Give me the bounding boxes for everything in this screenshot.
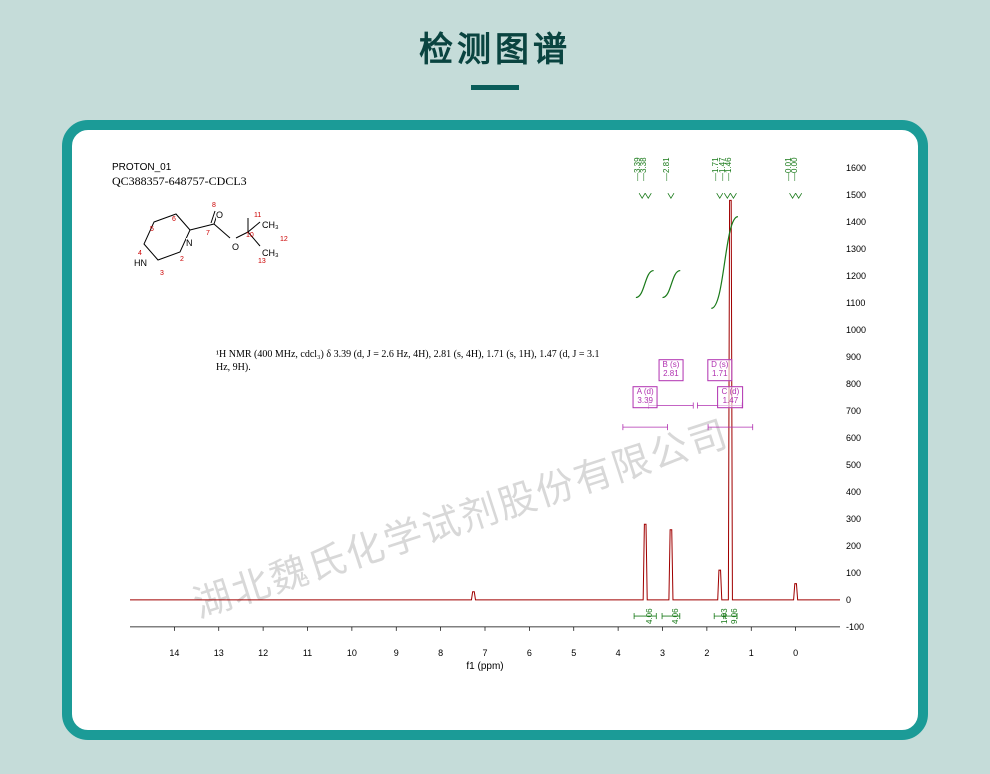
x-tick-label: 3 [653,648,673,658]
x-tick-label: 2 [697,648,717,658]
chemical-shift-label: —3.38 [639,157,648,181]
peak-annotation-box: C (d)1.47 [718,387,744,409]
y-tick-label: 1000 [846,325,886,335]
y-tick-label: 200 [846,541,886,551]
x-tick-label: 10 [342,648,362,658]
title-area: 检测图谱 [0,0,990,90]
title-underline [471,85,519,90]
chart-frame: PROTON_01 QC388357-648757-CDCL3 [62,120,928,740]
chart-inner: PROTON_01 QC388357-648757-CDCL3 [100,158,890,702]
x-tick-label: 8 [431,648,451,658]
integral-value-label: 1.03 [720,609,729,625]
y-tick-label: 600 [846,433,886,443]
x-tick-label: 4 [608,648,628,658]
peak-annotation-box: B (s)2.81 [658,360,683,382]
x-tick-label: 12 [253,648,273,658]
peak-annotation-box: A (d)3.39 [633,387,658,409]
integral-value-label: 4.06 [671,609,680,625]
chemical-shift-label: —2.81 [662,157,671,181]
x-tick-label: 13 [209,648,229,658]
chemical-shift-label: —0.00 [790,157,799,181]
x-tick-label: 7 [475,648,495,658]
integral-value-label: 9.06 [730,609,739,625]
x-tick-label: 14 [164,648,184,658]
chemical-shift-label: —1.46 [724,157,733,181]
x-tick-label: 0 [786,648,806,658]
y-tick-label: 1600 [846,163,886,173]
y-tick-label: 1300 [846,244,886,254]
y-tick-label: 800 [846,379,886,389]
page-title: 检测图谱 [0,22,990,71]
y-tick-label: 1200 [846,271,886,281]
x-tick-label: 9 [386,648,406,658]
y-tick-label: 1500 [846,190,886,200]
x-tick-label: 6 [519,648,539,658]
y-tick-label: -100 [846,622,886,632]
x-axis-label: f1 (ppm) [466,661,503,672]
plot-area: 1600150014001300120011001000900800700600… [130,168,840,642]
x-tick-label: 1 [741,648,761,658]
y-tick-label: 900 [846,352,886,362]
y-tick-label: 100 [846,568,886,578]
y-tick-label: 400 [846,487,886,497]
y-tick-label: 700 [846,406,886,416]
y-tick-label: 0 [846,595,886,605]
y-tick-label: 300 [846,514,886,524]
peak-annotation-box: D (s)1.71 [707,360,732,382]
y-tick-label: 1400 [846,217,886,227]
y-tick-label: 1100 [846,298,886,308]
x-tick-label: 5 [564,648,584,658]
x-tick-label: 11 [298,648,318,658]
integral-value-label: 4.06 [645,609,654,625]
y-tick-label: 500 [846,460,886,470]
